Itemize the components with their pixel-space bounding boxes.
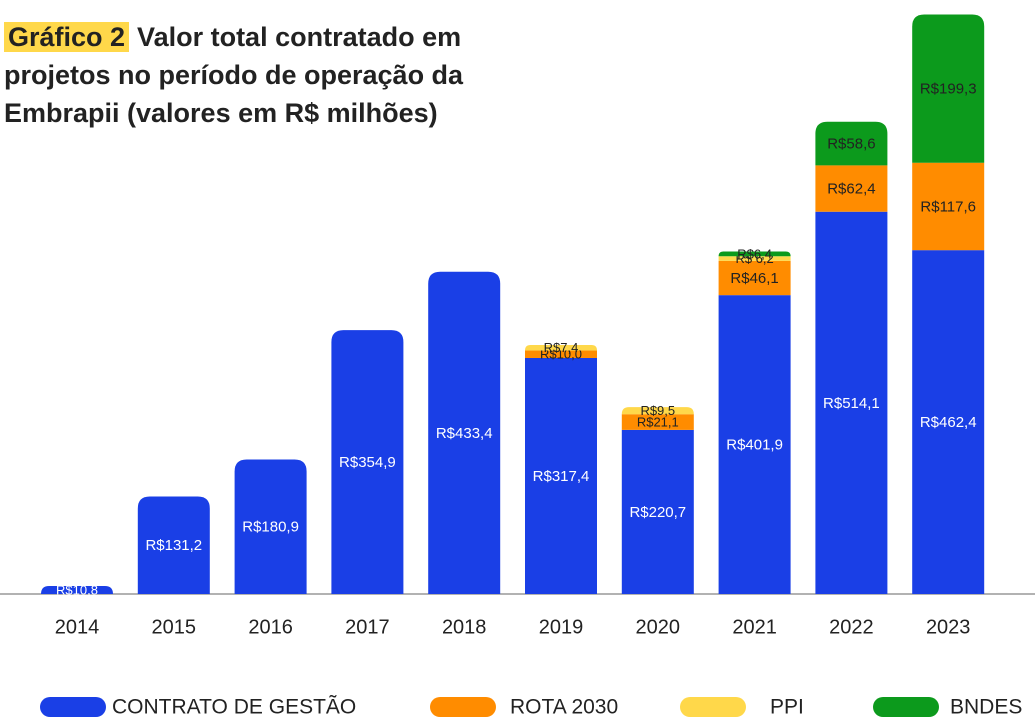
bar-segment — [428, 271, 501, 594]
bar-segment — [815, 211, 888, 594]
bar-segment — [718, 260, 791, 296]
x-tick-label: 2022 — [829, 616, 874, 638]
bar-segment — [912, 14, 985, 163]
x-tick-label: 2019 — [539, 616, 584, 638]
data-label: R$180,9 — [242, 519, 299, 536]
bar-segment — [525, 350, 597, 358]
legend-swatch — [430, 697, 496, 717]
data-label: R$354,9 — [339, 454, 396, 471]
chart-title: Valor total contratado em projetos no pe… — [4, 22, 464, 128]
legend-label: BNDES — [950, 696, 1022, 718]
bar-segment — [621, 414, 694, 430]
data-label: R$6,4 — [737, 246, 772, 261]
x-tick-label: 2018 — [442, 616, 487, 638]
bar-segment — [815, 121, 888, 166]
data-label: R$401,9 — [726, 437, 783, 454]
data-label: R$220,7 — [629, 504, 686, 521]
legend-swatch — [680, 697, 746, 717]
bar-segment — [718, 295, 791, 594]
chart-title-block: Gráfico 2 Valor total contratado em proje… — [4, 18, 504, 132]
x-tick-label: 2020 — [636, 616, 681, 638]
data-label: R$62,4 — [827, 180, 875, 197]
legend-label: ROTA 2030 — [510, 696, 618, 718]
x-tick-label: 2014 — [55, 616, 100, 638]
data-label: R$117,6 — [920, 198, 976, 215]
data-label: R$9,5 — [640, 403, 675, 418]
x-tick-label: 2023 — [926, 616, 971, 638]
data-label: R$131,2 — [145, 537, 202, 554]
bar-segment — [525, 345, 597, 351]
data-label: R$462,4 — [920, 414, 977, 431]
data-label: R$7,4 — [544, 340, 579, 355]
legend-swatch — [40, 697, 106, 717]
bar-segment — [234, 459, 307, 594]
data-label: R$46,1 — [730, 270, 778, 287]
legend-label: PPI — [770, 696, 804, 718]
bar-segment — [137, 496, 210, 594]
data-label: R$58,6 — [827, 136, 875, 153]
data-label: R$199,3 — [920, 81, 977, 98]
legend-label: CONTRATO DE GESTÃO — [112, 695, 356, 718]
bar-segment — [621, 407, 694, 415]
data-label: R$433,4 — [436, 425, 493, 442]
x-tick-label: 2017 — [345, 616, 390, 638]
bar-segment — [912, 162, 985, 251]
bar-segment — [331, 330, 404, 594]
x-tick-label: 2016 — [248, 616, 293, 638]
bar-segment — [525, 357, 597, 594]
data-label: R$10,8 — [56, 582, 98, 597]
bar-segment — [815, 165, 888, 212]
chart-title-tag: Gráfico 2 — [4, 22, 130, 52]
bar-segment — [41, 585, 113, 594]
bar-segment — [912, 250, 985, 594]
x-tick-label: 2021 — [732, 616, 777, 638]
data-label: R$21,1 — [637, 414, 679, 429]
bar-segment — [718, 251, 791, 257]
legend-swatch — [873, 697, 939, 717]
data-label: R$317,4 — [533, 468, 590, 485]
bar-segment — [621, 429, 694, 594]
data-label: R$514,1 — [823, 395, 880, 412]
bar-segment — [718, 256, 791, 261]
x-tick-label: 2015 — [152, 616, 197, 638]
